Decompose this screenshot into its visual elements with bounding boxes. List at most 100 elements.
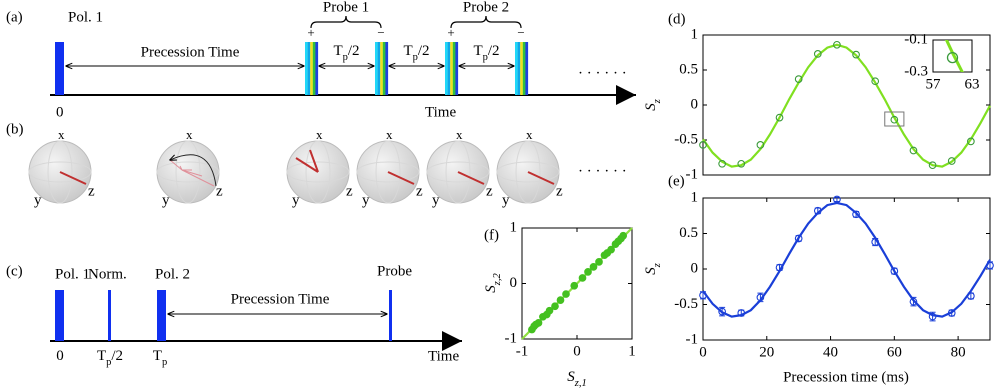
x-tick-label: 20 bbox=[759, 344, 774, 360]
data-point bbox=[833, 40, 841, 49]
spin-vector bbox=[169, 159, 183, 171]
data-point bbox=[890, 267, 899, 275]
x-axis-label-main: S bbox=[567, 369, 575, 385]
probe-stripe bbox=[380, 42, 383, 95]
y-tick-label: -0.5 bbox=[674, 131, 698, 147]
axis-tick-label-sub: p bbox=[162, 357, 167, 368]
ellipsis: · · · · · · bbox=[578, 65, 627, 81]
axis-tick-label: Tp bbox=[153, 348, 167, 367]
x-tick-label: 63 bbox=[965, 76, 980, 92]
data-point bbox=[737, 159, 746, 168]
y-axis-label-main: S bbox=[643, 267, 659, 275]
fit-line bbox=[702, 43, 991, 168]
y-tick-label: 0.5 bbox=[679, 225, 698, 241]
axis-label: y bbox=[362, 192, 370, 208]
y-axis-label-sub: z bbox=[652, 263, 663, 268]
data-point bbox=[947, 309, 956, 317]
spin-vector bbox=[457, 171, 485, 185]
y-axis-label: Sz bbox=[643, 263, 662, 275]
precession-arc bbox=[170, 154, 217, 187]
x-tick-label: 60 bbox=[887, 344, 902, 360]
x-tick-label: -1 bbox=[516, 343, 529, 359]
axis-label: z bbox=[216, 183, 223, 199]
y-axis-label: Sz,2 bbox=[483, 273, 502, 293]
x-axis-label: Precession time (ms) bbox=[783, 369, 909, 385]
y-tick-label: 0.5 bbox=[679, 61, 698, 77]
axis-tick-label-sub: p bbox=[106, 357, 111, 368]
data-point bbox=[871, 238, 880, 246]
axis-label: Time bbox=[428, 348, 459, 364]
brace-label: Probe 1 bbox=[323, 0, 369, 15]
probe-stripe bbox=[312, 42, 316, 95]
sphere-equator bbox=[286, 161, 350, 183]
axis-label: x bbox=[456, 127, 463, 142]
sphere-equator bbox=[496, 161, 560, 183]
data-point bbox=[545, 306, 554, 315]
brace bbox=[310, 15, 382, 29]
panel-label: (f) bbox=[484, 227, 499, 243]
axis-label: z bbox=[416, 183, 423, 199]
sphere-equator bbox=[28, 161, 92, 183]
spin-vector bbox=[295, 157, 319, 173]
x-tick-label: 80 bbox=[951, 344, 966, 360]
ellipsis: · · · · · · bbox=[578, 163, 627, 179]
x-tick-label: 40 bbox=[823, 344, 838, 360]
axis-label: Time bbox=[425, 104, 456, 120]
probe-stripe bbox=[310, 42, 313, 95]
data-point bbox=[619, 231, 628, 240]
brace-label: Probe 2 bbox=[463, 0, 509, 15]
data-point bbox=[756, 293, 765, 302]
x-tick-label: 0 bbox=[699, 344, 707, 360]
arrow-label: Tp/2 bbox=[333, 43, 359, 62]
axis-origin: 0 bbox=[56, 104, 64, 120]
pulse-label: Norm. bbox=[88, 266, 127, 282]
y-axis-label: Sz bbox=[643, 99, 662, 111]
sphere-meridian bbox=[47, 140, 73, 204]
arrow-label: Tp/2 bbox=[403, 43, 429, 62]
zoom-box bbox=[884, 111, 905, 127]
data-point bbox=[551, 302, 559, 311]
data-point bbox=[534, 319, 543, 327]
probe-stripe bbox=[450, 42, 453, 95]
fit-line bbox=[702, 201, 991, 318]
axis-tick-label-main: T bbox=[97, 348, 106, 364]
probe-stripe bbox=[307, 42, 311, 95]
data-point bbox=[909, 146, 918, 155]
axis-tick-label-main: T bbox=[153, 348, 162, 364]
y-tick-label: 0 bbox=[691, 260, 699, 276]
probe-stripe bbox=[525, 42, 529, 95]
sign: + bbox=[447, 25, 454, 40]
y-tick-label: 0 bbox=[691, 96, 699, 112]
panel-label: (d) bbox=[668, 11, 686, 27]
spin-vector bbox=[527, 171, 555, 185]
data-point bbox=[967, 292, 975, 300]
axis-label: y bbox=[502, 192, 510, 208]
arrow-label-rest: /2 bbox=[488, 43, 500, 59]
axis-label: x bbox=[58, 127, 65, 142]
sphere-meridian bbox=[515, 140, 541, 204]
data-point bbox=[833, 195, 841, 204]
probe-stripe bbox=[385, 42, 389, 95]
axis-label: y bbox=[34, 192, 42, 208]
data-point bbox=[607, 245, 615, 254]
axis-label: z bbox=[346, 183, 353, 199]
data-point bbox=[699, 141, 707, 149]
data-point bbox=[589, 263, 598, 271]
pulse-label: Probe bbox=[377, 263, 412, 279]
data-point bbox=[556, 296, 565, 305]
spin-vector bbox=[179, 165, 183, 171]
arrow-label-rest: /2 bbox=[348, 43, 360, 59]
y-tick-label: 1 bbox=[510, 219, 518, 235]
pulse bbox=[157, 290, 166, 341]
inset-data-point bbox=[946, 51, 959, 64]
probe-stripe bbox=[305, 42, 308, 95]
probe-stripe bbox=[377, 42, 381, 95]
data-point bbox=[794, 75, 803, 83]
pulse-label: Pol. 2 bbox=[155, 266, 190, 282]
plot-frame bbox=[702, 197, 991, 341]
panel-label: (a) bbox=[6, 9, 23, 25]
data-point bbox=[871, 77, 880, 86]
y-tick-label: -0.5 bbox=[674, 296, 698, 312]
y-tick-label: 0 bbox=[510, 275, 518, 291]
data-point bbox=[967, 137, 975, 146]
